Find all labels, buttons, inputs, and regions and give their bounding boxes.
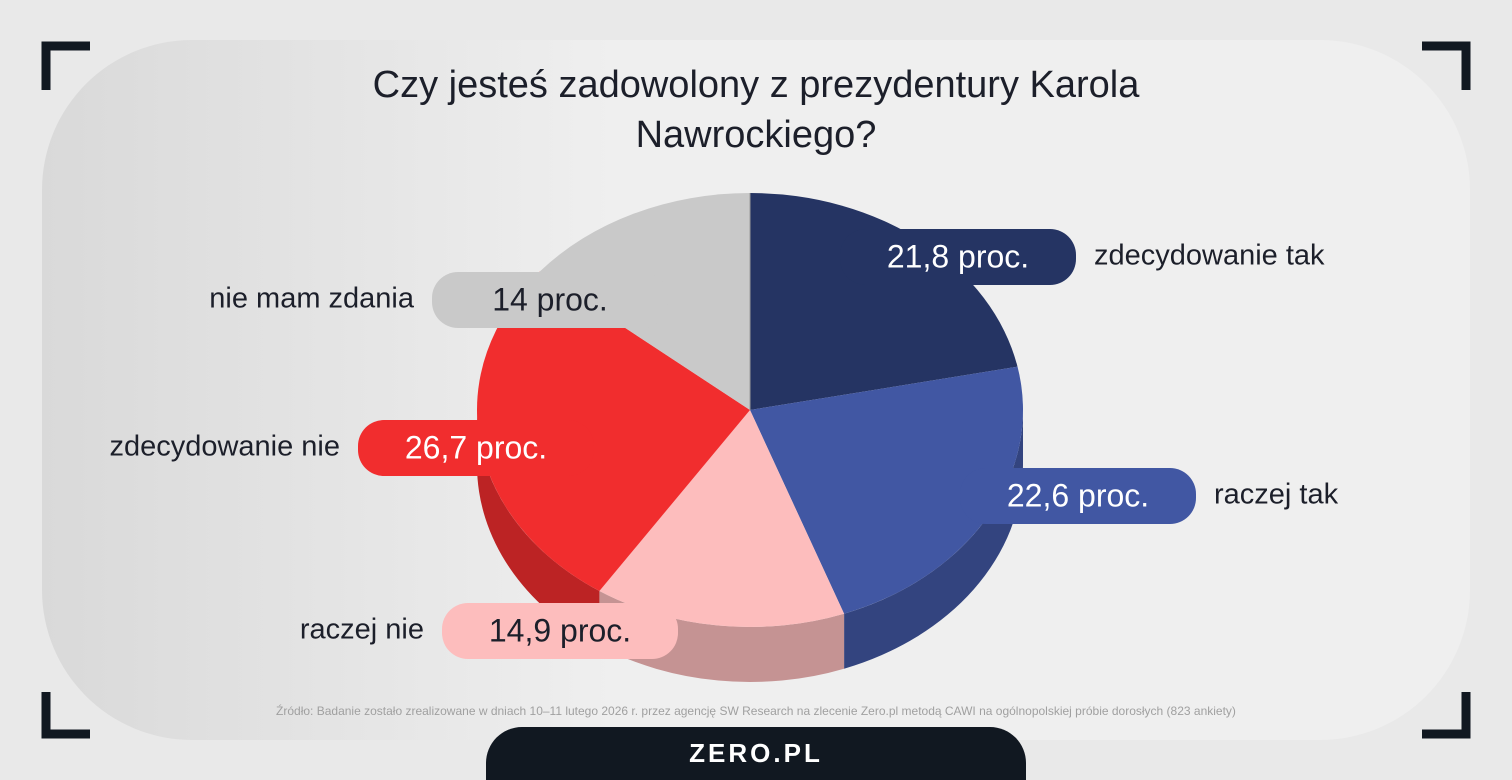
- slice: [750, 193, 1018, 410]
- slice: [750, 366, 1023, 614]
- category-label: raczej tak: [1214, 479, 1339, 511]
- corner: [1422, 692, 1471, 739]
- label-pill: [960, 468, 1196, 524]
- source-note: Źródło: Badanie zostało zrealizowane w d…: [276, 704, 1236, 718]
- value-label: 26,7 proc.: [405, 429, 547, 465]
- corner: [41, 41, 90, 90]
- chart-title: Czy jesteś zadowolony z prezydentury Kar…: [372, 64, 1140, 156]
- corner: [41, 692, 90, 739]
- value-label: 14,9 proc.: [489, 612, 631, 648]
- value-label: 21,8 proc.: [887, 238, 1029, 274]
- slice-side: [599, 590, 845, 682]
- label-pill: [358, 420, 594, 476]
- category-label: zdecydowanie tak: [1094, 240, 1325, 272]
- category-label: zdecydowanie nie: [109, 431, 340, 463]
- slice: [599, 410, 845, 627]
- footer-tab: [486, 727, 1026, 780]
- category-label: raczej nie: [300, 614, 424, 646]
- slice-side: [844, 410, 1023, 669]
- slice-side: [477, 410, 600, 646]
- value-label: 14 proc.: [492, 281, 608, 317]
- label-pill: [432, 272, 668, 328]
- corner: [1422, 41, 1471, 90]
- category-label: nie mam zdania: [209, 283, 415, 315]
- label-pill: [840, 229, 1076, 285]
- logo: ZERO.PL: [689, 738, 823, 768]
- slice: [476, 271, 750, 591]
- value-label: 22,6 proc.: [1007, 477, 1149, 513]
- label-pill: [442, 603, 678, 659]
